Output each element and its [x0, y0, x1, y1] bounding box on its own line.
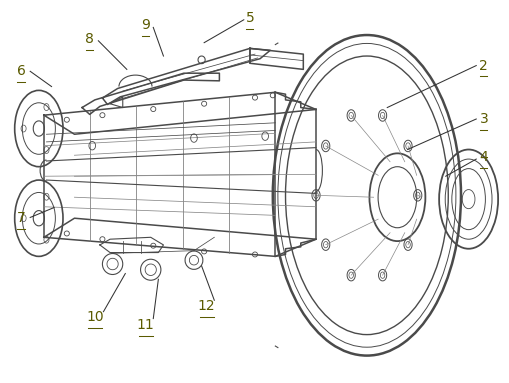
Text: 11: 11	[136, 318, 154, 332]
Text: 8: 8	[85, 32, 94, 46]
Text: 7: 7	[17, 211, 25, 225]
Text: 9: 9	[141, 18, 150, 33]
Text: 10: 10	[86, 311, 103, 324]
Text: 3: 3	[478, 112, 487, 126]
Text: 5: 5	[245, 11, 254, 25]
Text: 4: 4	[478, 150, 487, 164]
Text: 2: 2	[478, 59, 487, 72]
Text: 12: 12	[197, 299, 215, 313]
Text: 6: 6	[17, 64, 25, 78]
